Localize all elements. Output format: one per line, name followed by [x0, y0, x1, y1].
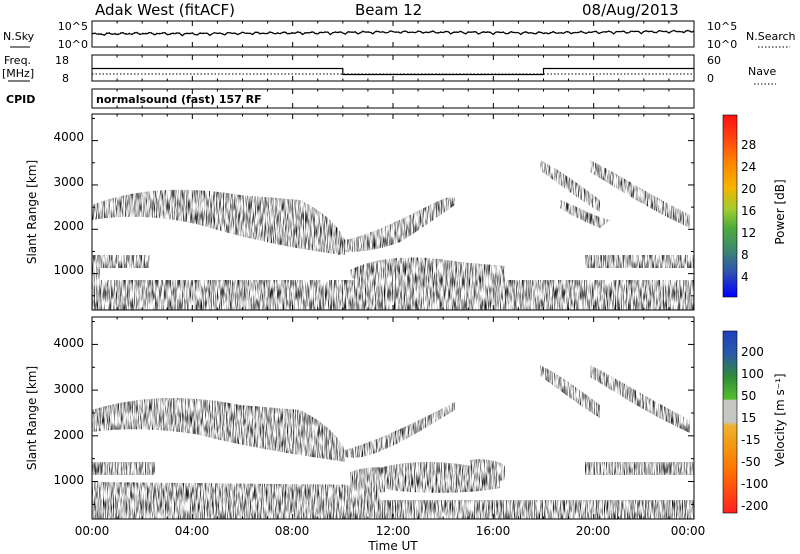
velocity-colorbar: 200 100 50 15 -15 -50 -100 -200 Velocity… [722, 330, 787, 514]
power-region-right-red [348, 230, 395, 248]
xtick-1600: 16:00 [476, 524, 511, 538]
velocity-ytick-4000: 4000 [53, 336, 84, 350]
velocity-ytick-3000: 3000 [53, 382, 84, 396]
velocity-cbar-tick-200: 200 [741, 345, 764, 359]
power-region-right-strip [585, 255, 694, 268]
power-colorbar: 28 24 20 16 12 8 4 Power [dB] [722, 114, 787, 298]
power-region-left-strip [92, 255, 150, 268]
station-title: Adak West (fitACF) [95, 1, 235, 19]
velocity-region-left-strip [92, 462, 155, 475]
power-cbar-tick-28: 28 [741, 138, 756, 152]
velocity-region-right-arc [215, 402, 455, 458]
power-cbar-tick-12: 12 [741, 226, 756, 240]
noise-tick-top-left: 10^5 [58, 20, 88, 33]
power-ylabel: Slant Range [km] [25, 160, 39, 264]
velocity-panel: 1000 2000 3000 4000 Slant Range [km] [25, 316, 695, 520]
power-cbar-title: Power [dB] [773, 179, 787, 244]
nsky-label: N.Sky [3, 30, 35, 43]
tick-marks [91, 21, 695, 519]
velocity-colorbar-bar [722, 330, 738, 514]
velocity-cbar-tick-neg100: -100 [741, 477, 768, 491]
velocity-region-green-ground [92, 500, 694, 519]
xtick-2000: 20:00 [576, 524, 611, 538]
freq-tick-18: 18 [55, 54, 69, 67]
power-panel: 1000 2000 3000 4000 Slant Range [km] [25, 113, 695, 311]
velocity-region-upper-gray [92, 398, 345, 462]
velocity-cbar-tick-neg50: -50 [741, 455, 761, 469]
cpid-label: CPID [6, 93, 35, 106]
cpid-text: normalsound (fast) 157 RF [96, 93, 262, 106]
xtick-2400: 00:00 [671, 524, 706, 538]
freq-label-line1: Freq. [4, 54, 31, 67]
nave-label: Nave [748, 65, 776, 78]
power-ytick-2000: 2000 [53, 219, 84, 233]
power-cbar-tick-4: 4 [741, 270, 749, 284]
power-cbar-tick-8: 8 [741, 248, 749, 262]
freq-tick-8: 8 [62, 72, 69, 85]
power-cbar-tick-16: 16 [741, 204, 756, 218]
power-region-right-streaks [540, 160, 690, 228]
x-axis: 00:00 04:00 08:00 12:00 16:00 20:00 00:0… [75, 524, 706, 553]
noise-tick-bottom-right: 10^0 [707, 38, 737, 51]
power-region-ground-noise [92, 280, 694, 310]
freq-label-line2: [MHz] [2, 67, 34, 80]
velocity-region-gray-ground [92, 482, 380, 500]
velocity-cbar-tick-100: 100 [741, 367, 764, 381]
xtick-0000: 00:00 [75, 524, 110, 538]
noise-tick-bottom-left: 10^0 [58, 38, 88, 51]
nsearch-label: N.Search [746, 30, 796, 43]
power-region-lower-orange [385, 262, 460, 283]
noise-panel: 10^5 10^0 10^5 10^0 N.Sky N.Search [3, 20, 796, 51]
velocity-ytick-1000: 1000 [53, 473, 84, 487]
velocity-cbar-tick-neg200: -200 [741, 499, 768, 513]
velocity-region-right-streaks [540, 365, 690, 433]
velocity-cbar-tick-15: 15 [741, 411, 756, 425]
power-scatter [92, 160, 694, 310]
date-title: 08/Aug/2013 [582, 1, 679, 19]
velocity-ytick-2000: 2000 [53, 428, 84, 442]
xtick-0800: 08:00 [275, 524, 310, 538]
velocity-cbar-tick-50: 50 [741, 389, 756, 403]
velocity-region-right-strip [585, 462, 694, 475]
velocity-region-orange-blob [375, 462, 500, 493]
beam-title: Beam 12 [355, 1, 422, 19]
nsearch-trace [91, 29, 695, 36]
velocity-ylabel: Slant Range [km] [25, 366, 39, 470]
noise-tick-top-right: 10^5 [707, 20, 737, 33]
power-cbar-tick-20: 20 [741, 182, 756, 196]
power-ytick-1000: 1000 [53, 263, 84, 277]
velocity-cbar-tick-neg15: -15 [741, 433, 761, 447]
xtick-1200: 12:00 [376, 524, 411, 538]
power-ytick-3000: 3000 [53, 175, 84, 189]
power-region-red-core [262, 222, 338, 248]
freq-panel: Freq. [MHz] 18 8 60 0 Nave [2, 54, 776, 85]
power-colorbar-bar [722, 114, 738, 298]
xtick-0400: 04:00 [175, 524, 210, 538]
x-axis-title: Time UT [367, 539, 418, 553]
power-ytick-4000: 4000 [53, 130, 84, 144]
nave-tick-0: 0 [707, 72, 714, 85]
nave-tick-60: 60 [707, 54, 721, 67]
velocity-cbar-title: Velocity [m s⁻¹] [773, 373, 787, 466]
velocity-scatter [92, 365, 694, 519]
power-cbar-tick-24: 24 [741, 160, 756, 174]
